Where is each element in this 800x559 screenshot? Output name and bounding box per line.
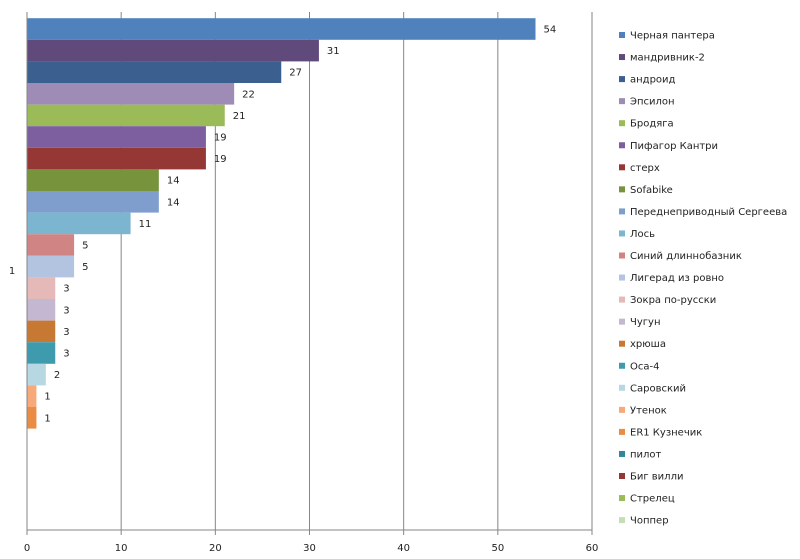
bar [27,234,75,256]
data-label: 3 [63,305,69,316]
legend-swatch [619,54,625,61]
legend-label: Переднеприводный Сергеева [630,207,787,218]
x-tick-label: 30 [303,543,316,554]
bar [27,212,131,235]
data-label: 5 [82,262,88,273]
legend-swatch [619,164,625,171]
legend-label: хрюша [630,339,666,350]
legend-swatch [619,274,625,281]
legend-label: Пифагор Кантри [630,141,718,152]
x-tick-label: 10 [115,543,128,554]
category-axis-label: 1 [9,266,15,277]
x-tick-label: 20 [209,543,222,554]
legend-swatch [619,495,625,502]
x-tick-label: 60 [586,543,599,554]
x-tick-label: 0 [24,543,30,554]
legend-label: Синий длиннобазник [630,251,742,262]
x-tick-label: 40 [397,543,410,554]
bar [27,18,536,40]
legend-swatch [619,252,625,259]
legend-label: Лось [630,229,655,240]
legend-swatch [619,98,625,105]
data-label: 21 [233,111,246,122]
data-label: 5 [82,241,88,252]
axes: 1 [9,12,592,531]
legend-label: Лигерад из ровно [630,273,724,284]
legend-label: Бродяга [630,119,674,130]
bar [27,39,319,62]
legend-label: Биг вилли [630,472,683,483]
data-label: 1 [44,413,50,424]
data-label: 11 [139,219,152,230]
bar [27,169,159,191]
bar [27,363,46,386]
legend-label: андроид [630,75,676,86]
legend-label: пилот [630,449,662,460]
legend-label: Зокра по-русски [630,295,716,306]
legend-swatch [619,32,625,38]
legend-swatch [619,318,625,325]
data-label: 2 [54,370,60,381]
data-label: 22 [242,89,255,100]
legend-swatch [619,142,625,149]
data-label: 19 [214,133,227,144]
legend-swatch [619,76,625,83]
data-label: 14 [167,197,180,208]
legend-swatch [619,450,625,457]
legend-label: Sofabike [630,185,673,196]
legend-swatch [619,230,625,237]
legend-swatch [619,340,625,347]
legend-swatch [619,384,625,391]
legend-swatch [619,186,625,193]
bar [27,277,56,299]
data-label: 14 [167,176,180,187]
bar [27,299,56,321]
legend-label: Черная пантера [630,31,715,42]
legend-label: Утенок [630,405,667,416]
bar [27,104,225,127]
bar [27,342,56,364]
legend-swatch [619,428,625,435]
legend-swatch [619,517,625,524]
bar [27,255,75,278]
data-label: 31 [327,46,340,57]
legend-label: Саровский [630,383,686,394]
legend-swatch [619,362,625,369]
x-tick-labels: 0 10 20 30 40 50 60 [24,543,599,554]
bar [27,83,235,105]
legend-swatch [619,296,625,303]
legend-swatch [619,406,625,413]
legend-label: Чугун [630,317,660,328]
legend-label: мандривник-2 [630,53,705,64]
legend-label: Эпсилон [630,97,675,108]
legend-swatch [619,120,625,127]
bar [27,147,206,170]
legend-label: ER1 Кузнечик [630,427,702,438]
bar [27,191,159,213]
data-label: 19 [214,154,227,165]
bar [27,385,37,407]
data-label: 3 [63,349,69,360]
legend-label: Оса-4 [630,361,659,372]
legend: Черная пантера мандривник-2 андроид Эпсилон… [619,31,787,527]
bar [27,61,282,83]
data-label: 54 [544,25,557,36]
bar [27,126,206,148]
bar [27,407,37,429]
legend-swatch [619,208,625,215]
bars [27,18,536,429]
data-label: 3 [63,284,69,295]
legend-swatch [619,473,625,479]
legend-label: стерх [630,163,660,174]
bar [27,320,56,343]
legend-label: Чоппер [630,516,669,527]
data-label: 27 [289,68,302,79]
data-label: 3 [63,327,69,338]
legend-label: Стрелец [630,494,675,505]
x-tick-label: 50 [491,543,504,554]
data-label: 1 [44,392,50,403]
